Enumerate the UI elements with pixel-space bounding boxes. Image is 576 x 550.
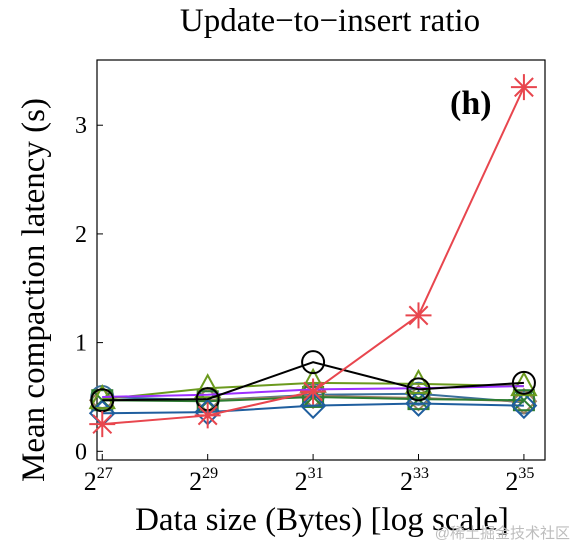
data-point [301, 350, 326, 375]
x-axis: 227 229 231 233 235 [84, 454, 534, 496]
data-point [406, 377, 431, 402]
data-point [512, 389, 535, 412]
data-point [511, 370, 536, 395]
series [89, 74, 537, 438]
data-point [405, 302, 432, 329]
data-point [404, 368, 433, 394]
data-point [89, 411, 116, 438]
data-point [510, 387, 538, 415]
x-tick-label: 235 [505, 465, 534, 496]
series-line [102, 361, 524, 402]
y-tick-label: 1 [75, 331, 87, 357]
data-point [299, 392, 327, 420]
chart-title: Update−to−insert ratio [180, 3, 480, 39]
watermark: @稀土掘金技术社区 [435, 525, 570, 542]
x-tick-label: 233 [400, 465, 429, 496]
y-axis: 0 1 2 3 [75, 113, 103, 465]
y-axis-label-text: Mean compaction latency (s) [16, 98, 52, 482]
x-tick-label: 229 [189, 465, 218, 496]
data-point [510, 74, 537, 101]
data-point [193, 373, 222, 399]
x-axis-label: Data size (Bytes) [log scale] [135, 502, 509, 538]
y-axis-label: Mean compaction latency (s) [16, 98, 52, 482]
x-tick-label: 227 [84, 465, 113, 496]
data-point [300, 378, 327, 405]
data-point [405, 390, 432, 417]
y-tick-label: 0 [75, 439, 87, 465]
y-tick-label: 3 [75, 113, 87, 139]
series-layer [88, 74, 538, 438]
series-line [102, 402, 524, 415]
x-tick-label: 231 [295, 465, 324, 496]
panel-annotation: (h) [450, 85, 492, 122]
y-tick-label: 2 [75, 222, 87, 248]
plot-area-frame [96, 59, 546, 461]
series [90, 350, 536, 413]
data-point [194, 402, 221, 429]
data-point [510, 392, 538, 420]
